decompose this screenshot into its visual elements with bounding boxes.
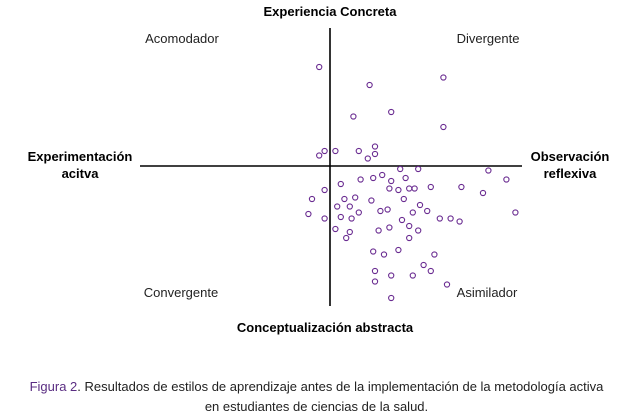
scatter-point [397,165,404,173]
scatter-point [375,227,382,234]
scatter-point [305,210,312,218]
axis-label-top: Experiencia Concreta [264,4,398,19]
scatter-point [458,183,465,191]
scatter-point [355,209,362,216]
scatter-point [388,108,395,116]
scatter-point [332,225,339,233]
scatter-point [337,180,344,188]
learning-styles-chart: Experiencia Concreta Conceptualización a… [28,4,610,335]
scatter-point [379,171,386,179]
scatter-point [406,185,413,192]
scatter-point [388,294,395,302]
scatter-point [409,272,416,279]
scatter-point [368,197,375,204]
axis-label-left-line2: acitva [62,166,100,181]
scatter-point [364,155,371,162]
scatter-points [305,63,519,302]
axis-label-right-line2: reflexiva [544,166,598,181]
scatter-point [348,215,355,222]
scatter-point [427,183,434,191]
scatter-point [416,201,424,209]
figure-caption: Figura 2. Resultados de estilos de apren… [0,377,633,417]
scatter-point [440,123,447,131]
scatter-point [371,278,379,285]
axis-label-left-line1: Experimentación [28,149,133,164]
scatter-point [352,194,359,201]
scatter-point [431,251,438,258]
caption-text-line1: . Resultados de estilos de aprendizaje a… [77,379,604,394]
axis-label-right-line1: Observación [531,149,610,164]
scatter-point [370,248,377,255]
figure-label: Figura 2 [29,379,78,394]
scatter-point [334,203,341,210]
scatter-point [341,195,348,203]
scatter-point [415,227,422,234]
scatter-point [366,81,373,89]
scatter-point [443,281,451,288]
scatter-point [332,147,339,155]
quadrant-label-bottom-left: Convergente [144,285,218,300]
scatter-point [388,272,395,279]
scatter-point [485,167,492,174]
scatter-point [337,213,344,221]
scatter-point [427,267,434,275]
scatter-point [440,74,447,81]
scatter-point [346,228,353,236]
scatter-point [400,195,407,203]
scatter-point [409,209,416,216]
scatter-point [371,267,379,275]
quadrant-label-top-left: Acomodador [145,31,219,46]
scatter-point [377,207,384,215]
scatter-point [386,224,393,231]
scatter-point [308,195,316,203]
scatter-point [321,186,328,194]
scatter-point [479,189,487,197]
scatter-point [357,176,364,183]
scatter-point [436,215,443,222]
scatter-point [415,165,422,173]
scatter-point [370,174,377,182]
scatter-point [402,174,409,182]
scatter-point [386,185,393,192]
scatter-point [420,261,427,269]
scatter-point [512,209,519,216]
scatter-point [424,207,431,215]
quadrant-label-bottom-right: Asimilador [457,285,518,300]
scatter-point [371,143,379,150]
scatter-point [380,251,388,258]
scatter-point [406,234,413,242]
scatter-point [321,147,328,155]
scatter-point [503,176,510,183]
scatter-point [388,177,395,185]
quadrant-label-top-right: Divergente [457,31,520,46]
caption-text-line2: en estudiantes de ciencias de la salud. [204,399,429,414]
scatter-point [316,63,323,71]
axis-label-bottom: Conceptualización abstracta [237,320,414,335]
scatter-point [395,246,402,254]
scatter-point [343,234,350,242]
scatter-point [384,206,391,213]
scatter-point [316,152,323,159]
scatter-point [355,147,362,155]
scatter-point [456,218,463,225]
scatter-point [321,215,328,222]
scatter-point [398,216,406,224]
scatter-point [406,222,413,230]
scatter-point [447,215,454,222]
scatter-point [346,203,353,210]
scatter-point [411,185,418,192]
scatter-point [371,150,379,158]
scatter-point [350,113,357,120]
scatter-point [395,186,402,194]
